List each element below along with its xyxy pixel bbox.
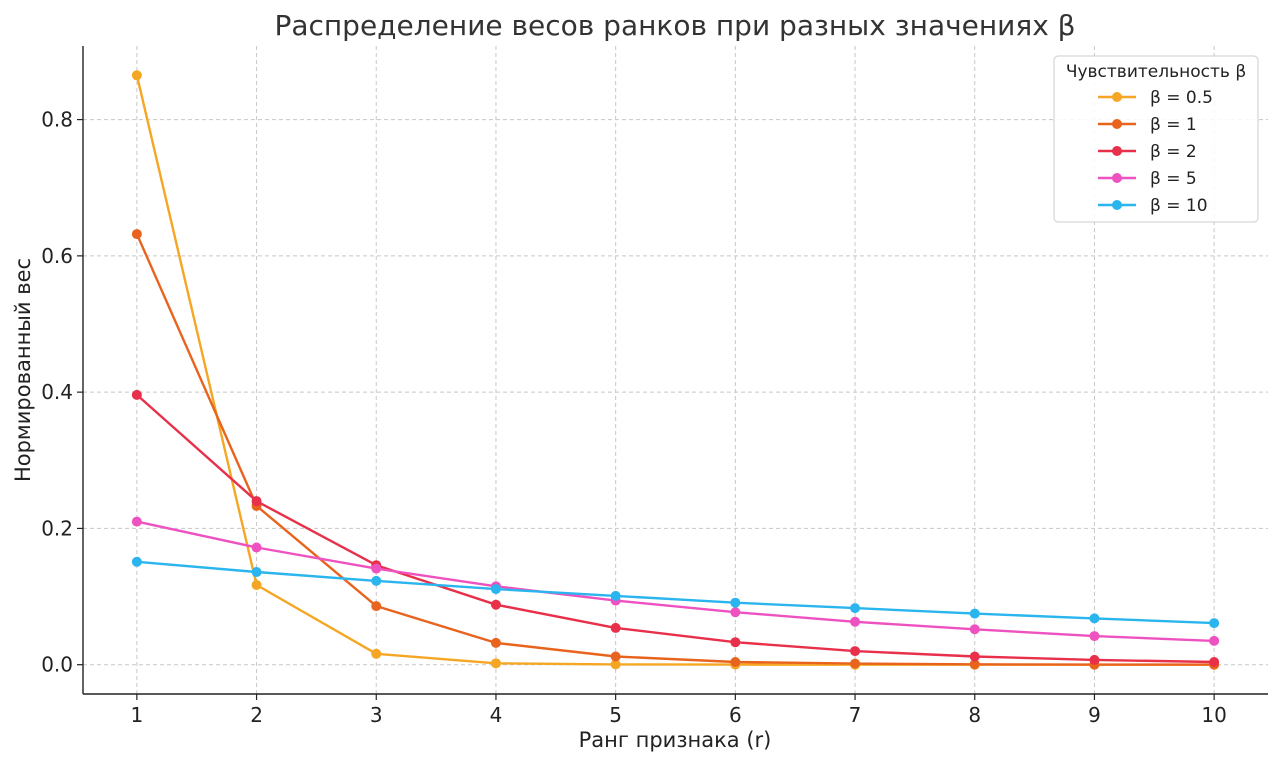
legend-label: β = 10 (1150, 196, 1208, 216)
data-point (730, 637, 741, 648)
data-point (1209, 656, 1220, 667)
legend-marker (1112, 173, 1122, 183)
data-point (730, 597, 741, 608)
data-point (251, 579, 262, 590)
legend-label: β = 2 (1150, 142, 1197, 162)
data-point (1209, 618, 1220, 629)
data-point (490, 584, 501, 595)
series-line (136, 520, 1215, 643)
legend-marker (1112, 146, 1122, 156)
series-line (136, 394, 1215, 664)
data-point (850, 616, 861, 627)
data-point (969, 624, 980, 635)
legend-label: β = 0.5 (1150, 88, 1213, 108)
data-point (1209, 635, 1220, 646)
data-point (371, 601, 382, 612)
data-point (1089, 654, 1100, 665)
data-point (131, 389, 142, 400)
y-tick-label: 0.6 (41, 244, 73, 268)
data-point (251, 567, 262, 578)
legend-label: β = 5 (1150, 169, 1197, 189)
legend-marker (1112, 92, 1122, 102)
x-tick-label: 5 (609, 703, 622, 727)
data-point (131, 516, 142, 527)
x-tick-label: 10 (1201, 703, 1226, 727)
data-point (850, 658, 861, 669)
data-point (371, 648, 382, 659)
data-point (1089, 631, 1100, 642)
data-point (730, 607, 741, 618)
series-layer (131, 70, 1220, 670)
data-point (131, 229, 142, 240)
legend-marker (1112, 119, 1122, 129)
series-line (136, 560, 1215, 625)
data-point (371, 563, 382, 574)
data-point (850, 603, 861, 614)
data-point (1089, 613, 1100, 624)
data-point (969, 608, 980, 619)
x-tick-label: 7 (849, 703, 862, 727)
data-point (490, 637, 501, 648)
data-point (969, 659, 980, 670)
legend: Чувствительность β β = 0.5 β = 1 β = 2 β = 5… (1053, 55, 1259, 223)
y-tick-label: 0.0 (41, 653, 73, 677)
series-2 (131, 229, 1220, 670)
data-point (490, 599, 501, 610)
series-4 (131, 516, 1220, 646)
x-tick-label: 9 (1088, 703, 1101, 727)
series-line (135, 233, 1215, 666)
data-point (490, 658, 501, 669)
y-tick-label: 0.2 (41, 516, 73, 540)
y-tick-label: 0.8 (41, 108, 73, 132)
data-point (850, 646, 861, 657)
data-point (969, 651, 980, 662)
data-point (251, 496, 262, 507)
data-point (730, 656, 741, 667)
axes: 1 2 3 4 5 6 7 8 9 10 0.0 0.2 0.4 0.6 0.8 (41, 46, 1268, 727)
data-point (131, 70, 142, 81)
data-point (371, 575, 382, 586)
x-tick-label: 4 (490, 703, 503, 727)
x-tick-label: 8 (968, 703, 981, 727)
data-point (610, 622, 621, 633)
x-tick-label: 2 (250, 703, 263, 727)
legend-marker (1112, 200, 1122, 210)
x-axis-label: Ранг признака (r) (579, 728, 772, 752)
y-axis-label: Нормированный вес (11, 258, 35, 482)
data-point (610, 659, 621, 670)
series-5 (131, 556, 1220, 629)
x-tick-label: 3 (370, 703, 383, 727)
x-tick-label: 6 (729, 703, 742, 727)
chart-title: Распределение весов ранков при разных зн… (274, 9, 1075, 42)
data-point (251, 542, 262, 553)
data-point (610, 590, 621, 601)
x-tick-label: 1 (130, 703, 143, 727)
legend-title: Чувствительность β (1066, 62, 1246, 82)
y-tick-label: 0.4 (41, 380, 73, 404)
data-point (610, 651, 621, 662)
data-point (131, 556, 142, 567)
legend-label: β = 1 (1150, 115, 1197, 135)
